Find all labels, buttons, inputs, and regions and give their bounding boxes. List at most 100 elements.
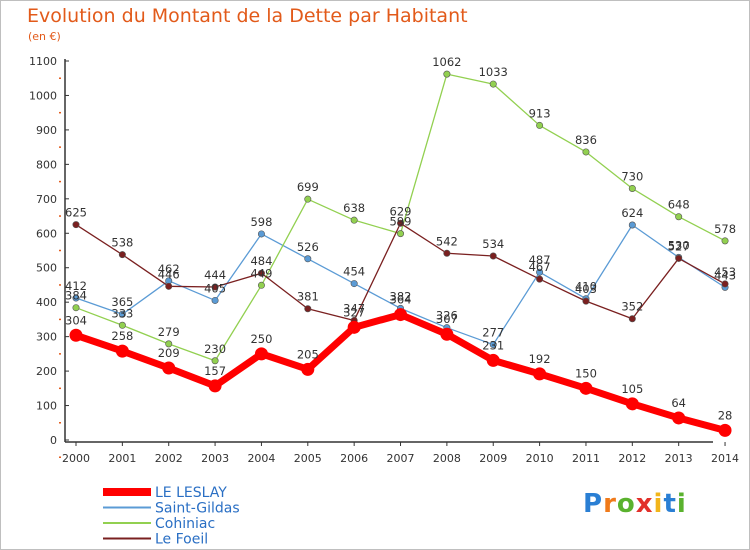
data-label: 205 xyxy=(297,347,319,361)
data-point xyxy=(350,216,358,224)
logo-letter: t xyxy=(663,489,677,519)
legend-label: Saint-Gildas xyxy=(155,501,240,517)
data-point xyxy=(675,213,683,221)
y-tick-label: 0 xyxy=(50,434,57,447)
data-point xyxy=(72,294,80,302)
data-label: 599 xyxy=(390,215,412,229)
value-labels: 412 365 462 405 598 526 454 382 326 277 487 410 624 5… xyxy=(65,55,736,422)
data-point xyxy=(536,121,544,129)
data-point xyxy=(721,280,729,288)
logo-letter: x xyxy=(635,489,654,519)
x-tick-label: 2008 xyxy=(433,452,461,465)
data-point xyxy=(625,397,639,411)
data-point xyxy=(118,251,126,259)
x-tick-label: 2007 xyxy=(387,452,415,465)
data-point xyxy=(721,237,729,245)
data-point xyxy=(165,282,173,290)
data-label: 443 xyxy=(714,268,736,282)
x-tick-label: 2001 xyxy=(108,452,136,465)
data-label: 530 xyxy=(668,238,690,252)
x-tick-label: 2014 xyxy=(711,452,739,465)
logo-letter: P xyxy=(583,489,604,519)
legend-label: LE LESLAY xyxy=(155,485,227,501)
data-label: 412 xyxy=(65,279,87,293)
data-label: 384 xyxy=(65,289,87,303)
data-point xyxy=(443,70,451,78)
data-point xyxy=(208,379,222,393)
x-tick-label: 2011 xyxy=(572,452,600,465)
data-label: 454 xyxy=(343,265,365,279)
data-label: 230 xyxy=(204,342,226,356)
data-label: 449 xyxy=(250,266,272,280)
data-label: 467 xyxy=(529,260,551,274)
data-point xyxy=(72,221,80,229)
data-label: 105 xyxy=(621,382,643,396)
x-tick-label: 2005 xyxy=(294,452,322,465)
proxiti-logo: Proxiti xyxy=(583,489,687,519)
series-layer xyxy=(69,70,732,437)
x-tick-label: 2006 xyxy=(340,452,368,465)
data-label: 730 xyxy=(621,169,643,183)
data-label: 836 xyxy=(575,133,597,147)
data-label: 625 xyxy=(65,206,87,220)
logo-letter: i xyxy=(653,489,664,519)
y-tick-label: 200 xyxy=(36,365,57,378)
data-label: 364 xyxy=(390,293,412,307)
data-point xyxy=(536,268,544,276)
data-label: 157 xyxy=(204,364,226,378)
data-label: 699 xyxy=(297,180,319,194)
data-point xyxy=(254,347,268,361)
logo-letter: r xyxy=(603,489,617,519)
data-label: 326 xyxy=(436,309,458,323)
data-point xyxy=(304,255,312,263)
data-point xyxy=(162,361,176,375)
data-label: 307 xyxy=(436,312,458,326)
data-point xyxy=(347,320,361,334)
data-label: 453 xyxy=(714,265,736,279)
y-tick-label: 600 xyxy=(36,227,57,240)
data-label: 192 xyxy=(529,352,551,366)
data-label: 405 xyxy=(204,281,226,295)
data-label: 209 xyxy=(158,346,180,360)
data-label: 578 xyxy=(714,222,736,236)
logo-letter: i xyxy=(676,489,687,519)
data-label: 534 xyxy=(482,237,504,251)
y-tick-label: 100 xyxy=(36,400,57,413)
data-point xyxy=(211,357,219,365)
data-point xyxy=(675,254,683,262)
x-tick-label: 2009 xyxy=(479,452,507,465)
x-tick-label: 2013 xyxy=(665,452,693,465)
x-tick-label: 2012 xyxy=(618,452,646,465)
x-tick-label: 2002 xyxy=(155,452,183,465)
data-label: 598 xyxy=(250,215,272,229)
data-label: 304 xyxy=(65,313,87,327)
data-point xyxy=(718,423,732,437)
data-point xyxy=(489,252,497,260)
data-label: 250 xyxy=(250,332,272,346)
data-label: 638 xyxy=(343,201,365,215)
y-tick-label: 1000 xyxy=(29,89,57,102)
data-label: 484 xyxy=(250,254,272,268)
data-label: 279 xyxy=(158,325,180,339)
data-label: 1033 xyxy=(479,65,508,79)
data-label: 538 xyxy=(111,236,133,250)
data-point xyxy=(397,219,405,227)
data-label: 629 xyxy=(390,204,412,218)
data-label: 1062 xyxy=(432,55,461,69)
data-label: 527 xyxy=(668,239,690,253)
data-label: 231 xyxy=(482,338,504,352)
data-point xyxy=(579,381,593,395)
data-label: 333 xyxy=(111,306,133,320)
data-point xyxy=(394,308,408,322)
data-label: 487 xyxy=(529,253,551,267)
data-point xyxy=(486,353,500,367)
data-point xyxy=(257,230,265,238)
data-point xyxy=(628,221,636,229)
data-point xyxy=(672,411,686,425)
y-tick-label: 1100 xyxy=(29,55,57,68)
data-point xyxy=(489,341,497,349)
data-point xyxy=(582,297,590,305)
